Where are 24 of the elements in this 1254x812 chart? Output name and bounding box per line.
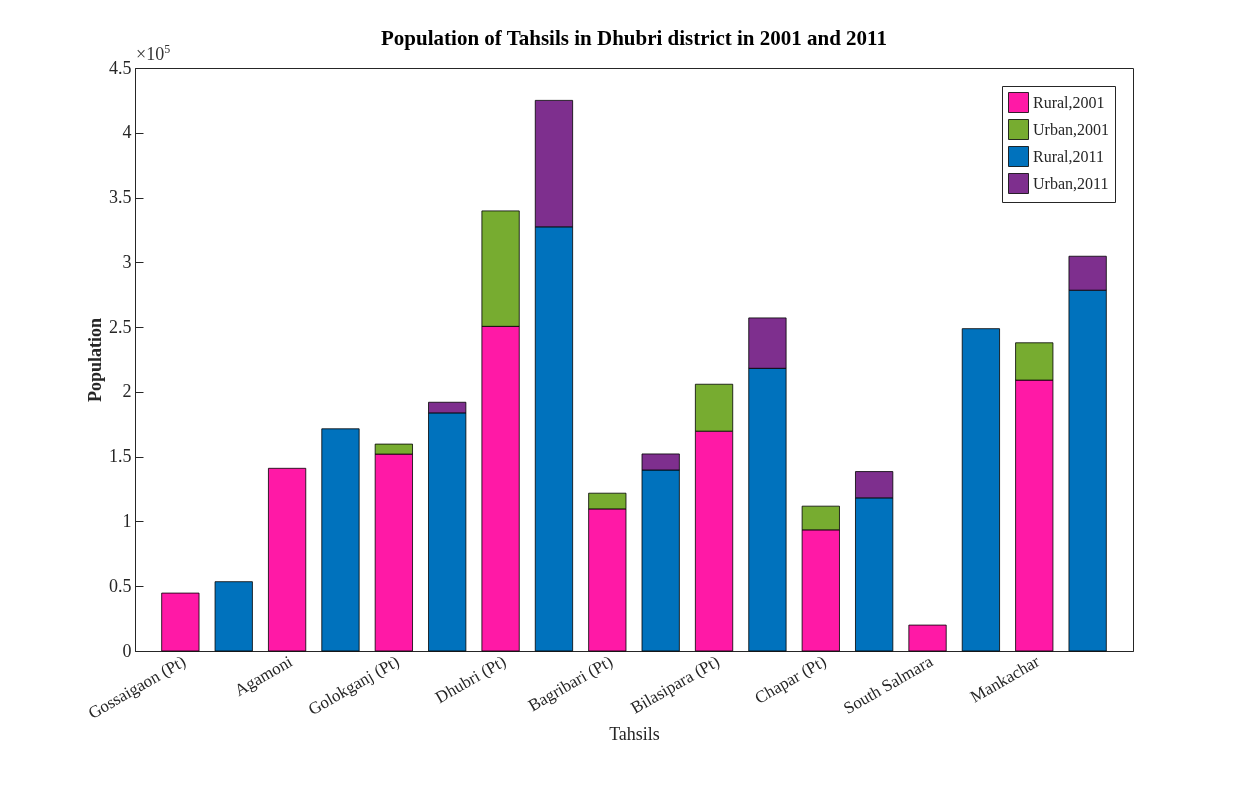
y-axis-title: Population [85,317,105,403]
y-tick-label: 0 [122,640,132,661]
text: ×10$^{5}$ [136,42,171,65]
y-tick-label: 4.5 [109,57,132,78]
x-axis-title: Tahsils [609,723,660,744]
chart-title: Population of Tahsils in Dhubri district in 2001 and 2011 [381,26,887,50]
legend-label: Rural,2011 [1033,147,1104,165]
bar [908,624,947,652]
bar [321,428,360,652]
y-tick-label: 2.5 [109,316,132,337]
bar [268,467,307,652]
y-tick-label: 4 [122,122,132,143]
y-tick-label: 2 [122,381,132,402]
legend-label: Urban,2001 [1033,120,1109,138]
y-tick-label: 3.5 [109,187,132,208]
bar [161,592,200,652]
y-tick-label: 1.5 [109,446,132,467]
y-tick-label: 3 [122,251,132,272]
y-tick-label: 1 [122,510,132,531]
legend-label: Urban,2011 [1033,174,1109,192]
y-tick-label: 0.5 [109,575,132,596]
bar [214,581,253,652]
bar [961,328,1000,652]
legend-label: Rural,2001 [1033,93,1105,111]
